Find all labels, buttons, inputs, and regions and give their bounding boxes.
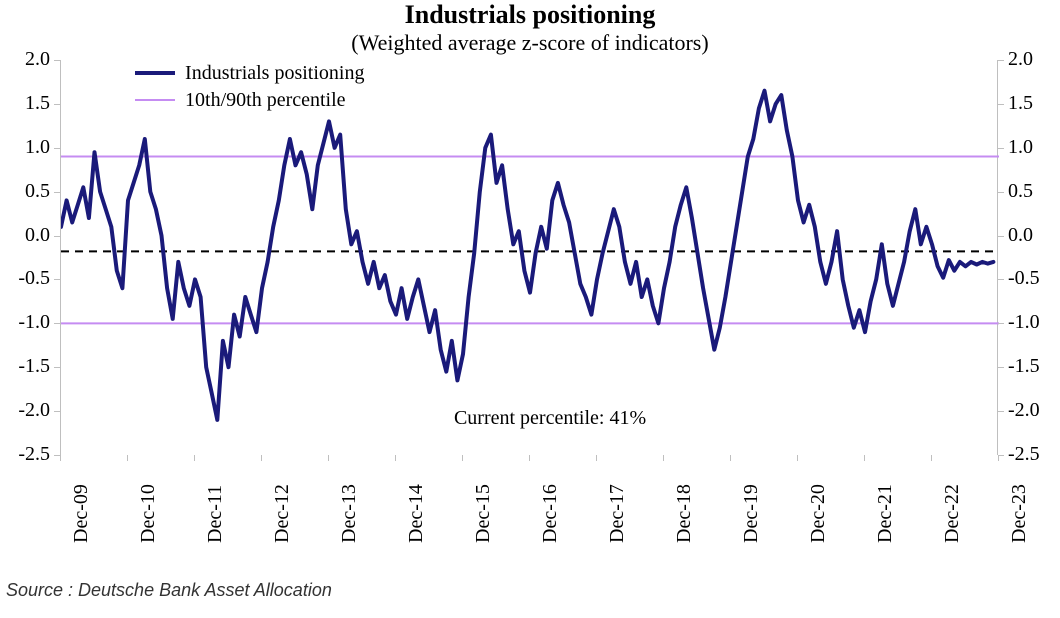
y-tick-mark [54, 411, 60, 412]
chart-title: Industrials positioning [0, 0, 1060, 30]
y-tick-mark [54, 104, 60, 105]
y-tick-mark [54, 60, 60, 61]
y-tick-left: 1.5 [25, 92, 50, 115]
y-tick-mark [998, 279, 1004, 280]
y-tick-left: 1.0 [25, 136, 50, 159]
series-line [61, 91, 993, 420]
y-tick-right: 1.0 [1008, 136, 1033, 159]
y-tick-left: -2.0 [18, 399, 50, 422]
x-tick-mark [931, 455, 932, 461]
y-tick-left: -2.5 [18, 443, 50, 466]
y-tick-mark [998, 411, 1004, 412]
y-tick-left: -0.5 [18, 267, 50, 290]
legend-item: 10th/90th percentile [135, 89, 364, 112]
source-citation: Source : Deutsche Bank Asset Allocation [6, 580, 332, 601]
y-tick-left: 2.0 [25, 48, 50, 71]
y-tick-left: -1.0 [18, 311, 50, 334]
legend-label: Industrials positioning [185, 62, 364, 85]
legend-swatch [135, 99, 175, 101]
chart-subtitle: (Weighted average z-score of indicators) [0, 30, 1060, 56]
y-tick-right: 1.5 [1008, 92, 1033, 115]
x-tick-mark [60, 455, 61, 461]
y-tick-mark [54, 148, 60, 149]
current-percentile-label: Current percentile: 41% [454, 407, 646, 430]
x-tick-mark [730, 455, 731, 461]
y-tick-right: -1.5 [1008, 355, 1040, 378]
y-tick-mark [54, 192, 60, 193]
y-tick-right: -2.5 [1008, 443, 1040, 466]
y-tick-mark [998, 367, 1004, 368]
x-tick-mark [127, 455, 128, 461]
x-tick-mark [328, 455, 329, 461]
y-tick-mark [54, 236, 60, 237]
legend-swatch [135, 71, 175, 75]
x-tick-mark [864, 455, 865, 461]
y-tick-mark [54, 367, 60, 368]
y-tick-mark [998, 323, 1004, 324]
y-tick-right: 0.5 [1008, 180, 1033, 203]
y-tick-right: -0.5 [1008, 267, 1040, 290]
y-tick-right: 2.0 [1008, 48, 1033, 71]
y-tick-mark [998, 148, 1004, 149]
x-tick-mark [998, 455, 999, 461]
y-tick-left: 0.5 [25, 180, 50, 203]
x-tick-mark [663, 455, 664, 461]
y-tick-mark [998, 60, 1004, 61]
y-tick-right: -2.0 [1008, 399, 1040, 422]
y-tick-mark [54, 279, 60, 280]
x-tick-mark [395, 455, 396, 461]
legend: Industrials positioning 10th/90th percent… [135, 62, 364, 116]
x-tick-mark [462, 455, 463, 461]
y-tick-mark [998, 236, 1004, 237]
x-tick-mark [797, 455, 798, 461]
y-tick-mark [54, 323, 60, 324]
x-tick-mark [194, 455, 195, 461]
y-tick-left: -1.5 [18, 355, 50, 378]
legend-label: 10th/90th percentile [185, 89, 346, 112]
y-tick-mark [998, 104, 1004, 105]
x-tick-mark [596, 455, 597, 461]
industrials-positioning-chart: Industrials positioning (Weighted averag… [0, 0, 1060, 618]
y-tick-mark [998, 192, 1004, 193]
y-tick-right: -1.0 [1008, 311, 1040, 334]
y-tick-right: 0.0 [1008, 224, 1033, 247]
x-tick-mark [529, 455, 530, 461]
y-tick-left: 0.0 [25, 224, 50, 247]
plot-area [60, 60, 998, 455]
x-tick-mark [261, 455, 262, 461]
legend-item: Industrials positioning [135, 62, 364, 85]
plot-svg [61, 60, 999, 455]
